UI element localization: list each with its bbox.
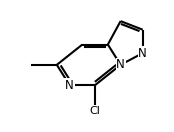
- Text: N: N: [138, 47, 147, 60]
- Text: N: N: [116, 58, 125, 71]
- Text: N: N: [65, 79, 74, 92]
- Text: Cl: Cl: [90, 106, 101, 116]
